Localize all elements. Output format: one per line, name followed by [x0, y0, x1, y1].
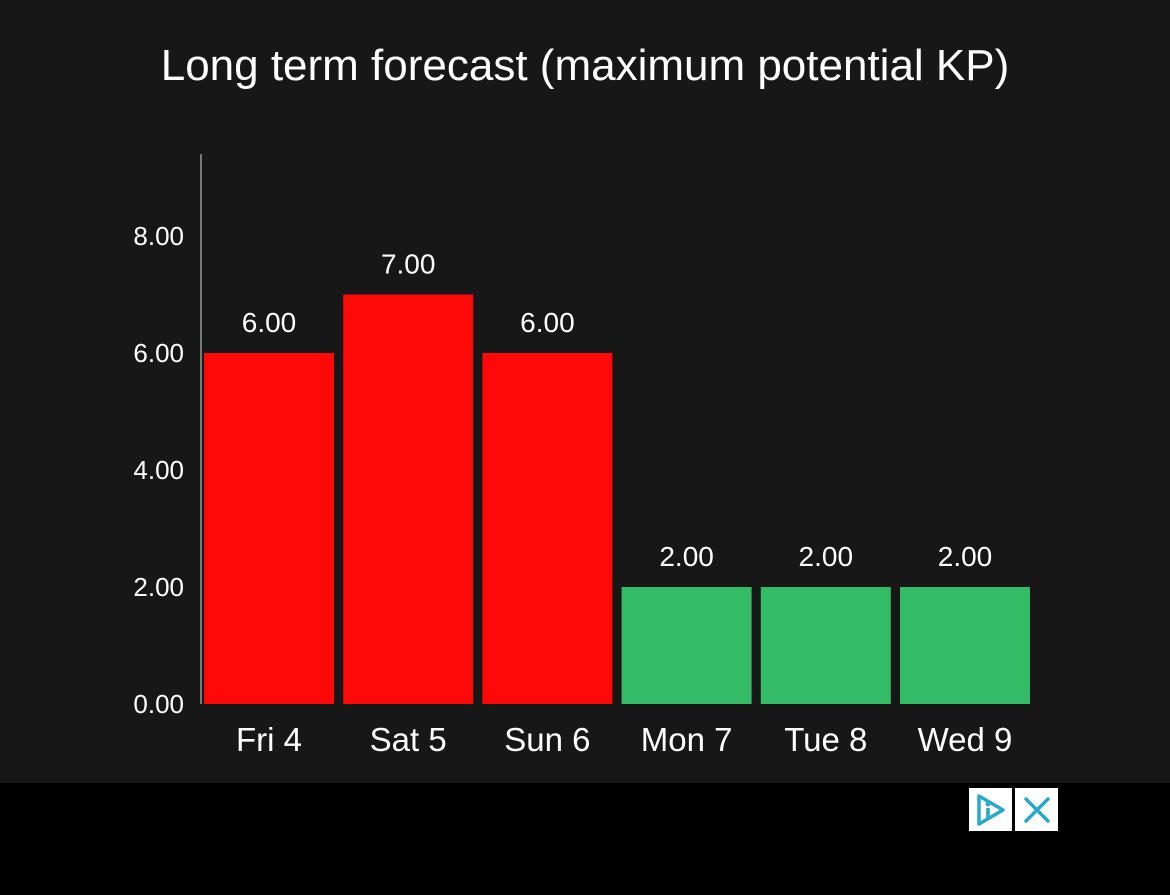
bars-group [204, 294, 1030, 705]
bar[interactable] [204, 353, 334, 704]
x-tick-label: Sun 6 [504, 721, 590, 758]
x-tick-label: Mon 7 [641, 721, 733, 758]
close-icon [1023, 796, 1050, 823]
bar[interactable] [343, 294, 474, 705]
x-tick-label: Fri 4 [236, 721, 302, 758]
ad-close-button[interactable] [1015, 788, 1058, 831]
x-axis-category-labels: Fri 4 Sat 5 Sun 6 Mon 7 Tue 8 Wed 9 [236, 721, 1012, 758]
data-label: 2.00 [799, 541, 854, 572]
data-labels-group: 6.00 7.00 6.00 2.00 2.00 2.00 [242, 249, 993, 573]
bar[interactable] [621, 587, 752, 704]
chart-panel: Long term forecast (maximum potential KP… [0, 0, 1170, 783]
adchoices-icon [976, 793, 1005, 826]
data-label: 7.00 [381, 249, 436, 280]
x-tick-label: Sat 5 [370, 721, 447, 758]
data-label: 2.00 [659, 541, 714, 572]
adchoices-button[interactable] [969, 788, 1012, 831]
bar-chart: 0.00 2.00 4.00 6.00 8.00 6.00 7.00 6.00 2.00 2.0… [133, 154, 1030, 758]
x-tick-label: Tue 8 [784, 721, 867, 758]
data-label: 2.00 [938, 541, 993, 572]
bar[interactable] [482, 353, 613, 704]
data-label: 6.00 [242, 307, 297, 338]
bar[interactable] [760, 587, 891, 704]
ad-controls [969, 788, 1058, 832]
y-tick-label: 0.00 [133, 689, 184, 719]
y-tick-label: 2.00 [133, 572, 184, 602]
y-tick-label: 8.00 [133, 221, 184, 251]
y-tick-label: 4.00 [133, 455, 184, 485]
data-label: 6.00 [520, 307, 575, 338]
y-axis-tick-labels: 0.00 2.00 4.00 6.00 8.00 [133, 221, 184, 719]
bar[interactable] [900, 587, 1030, 704]
x-tick-label: Wed 9 [918, 721, 1013, 758]
chart-title: Long term forecast (maximum potential KP… [160, 41, 1010, 90]
y-tick-label: 6.00 [133, 338, 184, 368]
